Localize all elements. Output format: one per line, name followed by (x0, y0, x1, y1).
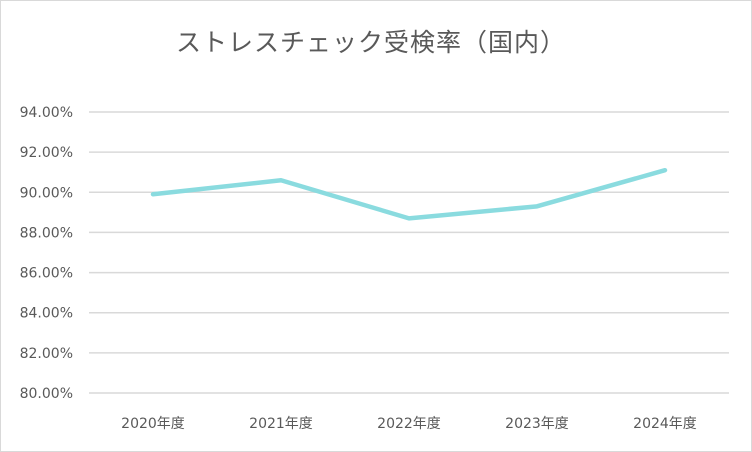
y-tick-label: 84.00% (20, 306, 73, 322)
y-tick-label: 94.00% (20, 105, 73, 121)
x-tick-label: 2020年度 (121, 416, 185, 432)
y-tick-label: 82.00% (20, 346, 73, 362)
x-tick-label: 2023年度 (505, 416, 569, 432)
x-tick-label: 2024年度 (633, 416, 697, 432)
series-line (150, 167, 668, 221)
chart-title: ストレスチェック受検率（国内） (175, 28, 566, 57)
y-tick-label: 80.00% (20, 386, 73, 402)
y-tick-label: 88.00% (20, 225, 73, 241)
x-tick-label: 2022年度 (377, 416, 441, 432)
y-tick-label: 90.00% (20, 185, 73, 201)
x-tick-label: 2021年度 (249, 416, 313, 432)
y-tick-label: 86.00% (20, 266, 73, 282)
y-tick-label: 92.00% (20, 145, 73, 161)
